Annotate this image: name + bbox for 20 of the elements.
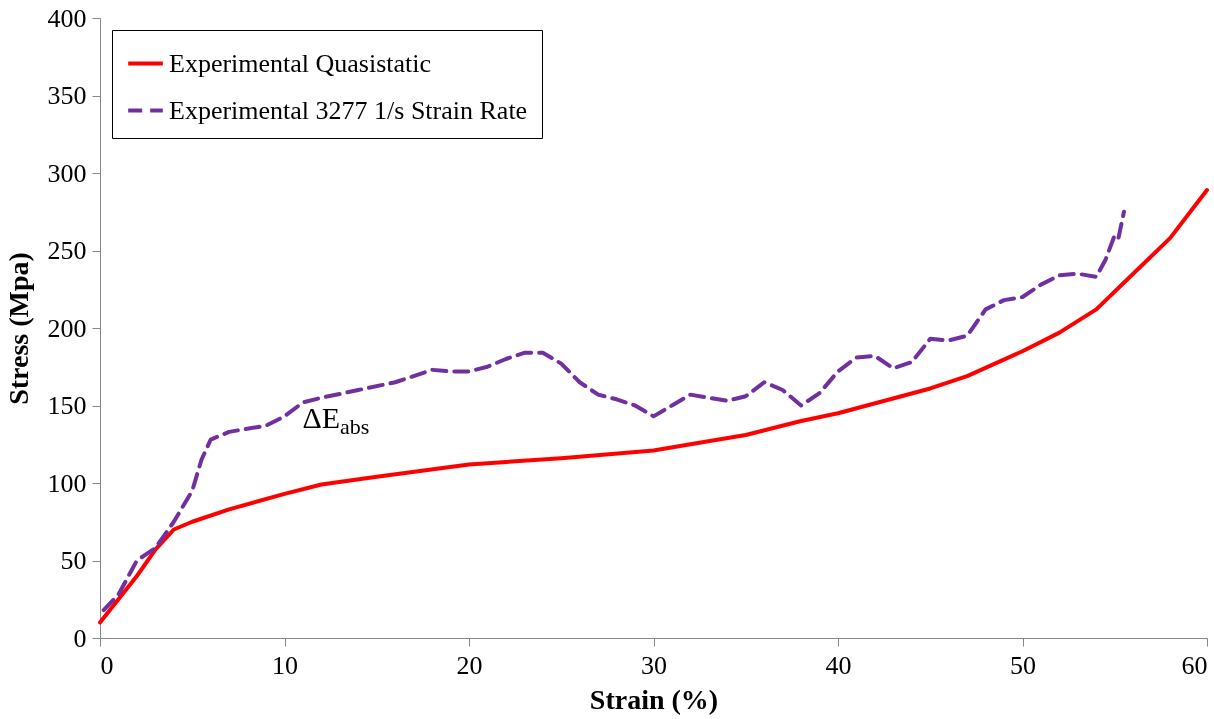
- y-tick-label: 300: [47, 158, 87, 188]
- y-tick-label: 400: [47, 3, 87, 33]
- y-tick-label: 350: [47, 81, 87, 110]
- x-tick-label: 50: [1010, 650, 1036, 680]
- y-tick-label: 200: [47, 313, 87, 343]
- x-tick-label: 10: [272, 650, 298, 680]
- y-tick-label: 150: [47, 391, 87, 420]
- x-tick-label: 30: [641, 650, 667, 680]
- legend-label: Experimental Quasistatic: [169, 48, 432, 78]
- y-tick-label: 100: [47, 468, 87, 498]
- y-axis-title: Stress (Mpa): [2, 252, 34, 405]
- x-axis-title: Strain (%): [589, 683, 719, 715]
- x-tick-label: 20: [456, 650, 483, 680]
- x-tick-label: 60: [1181, 650, 1208, 680]
- x-tick-label: 0: [100, 650, 114, 680]
- y-tick-label: 0: [73, 623, 87, 653]
- legend-label: Experimental 3277 1/s Strain Rate: [169, 95, 528, 125]
- y-tick-label: 250: [47, 236, 87, 265]
- x-tick-label: 40: [825, 650, 852, 680]
- y-tick-label: 50: [60, 546, 87, 575]
